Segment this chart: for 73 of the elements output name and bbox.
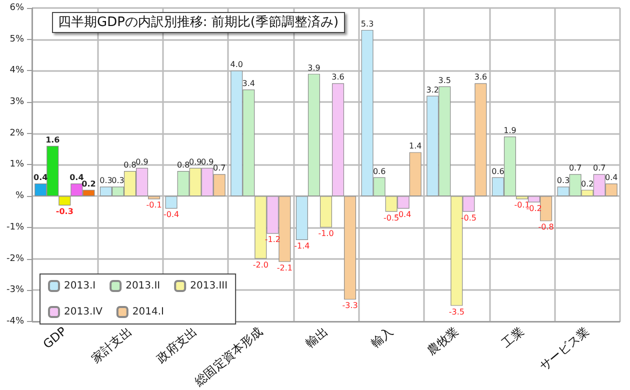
data-label: 0.6 [492, 166, 504, 176]
x-tick-label: 農牧業 [424, 324, 462, 358]
bar [332, 83, 344, 196]
bar [148, 196, 160, 200]
data-label: 3.9 [308, 63, 320, 72]
data-label: 0.7 [592, 164, 606, 173]
data-label: -0.3 [56, 206, 74, 216]
data-label: 5.3 [360, 19, 374, 28]
text: 四半期GDPの内訳別推移: 前期比(季節調整済み) [58, 14, 339, 30]
data-label: -2.0 [252, 260, 268, 270]
data-label: 0.2 [580, 179, 594, 188]
x-tick-label: 輸入 [368, 324, 396, 350]
data-label: 1.4 [409, 142, 422, 151]
y-tick-label: 2% [10, 128, 24, 138]
bar [320, 196, 332, 228]
y-tick-label: 4% [10, 66, 24, 76]
y-tick-label: 1% [10, 160, 24, 170]
x-tick-label: 工業 [499, 324, 526, 350]
data-label: -3.3 [342, 301, 358, 310]
bar [165, 196, 178, 209]
bar [344, 196, 356, 300]
data-label: -1.4 [294, 241, 310, 250]
data-label: 4.0 [230, 60, 243, 70]
y-tick-label: -3% [6, 285, 24, 296]
data-label: 0.7 [568, 164, 582, 173]
data-label: 0.9 [200, 157, 214, 166]
data-label: 1.6 [46, 135, 60, 144]
legend-label: 2013.II [126, 280, 160, 292]
data-label: -2.1 [276, 263, 293, 272]
data-label: 0.2 [82, 179, 96, 188]
data-label: -3.5 [448, 307, 464, 316]
bar [308, 74, 320, 196]
data-label: 3.6 [332, 72, 344, 82]
data-label: 3.6 [474, 72, 488, 82]
legend-label: 2013.IV [64, 306, 103, 318]
y-tick-label: 3% [10, 97, 24, 108]
y-tick-label: 6% [10, 3, 24, 13]
bar [296, 196, 308, 240]
data-label: 0.9 [188, 157, 202, 166]
data-label: -1.2 [264, 235, 280, 244]
data-label: 0.3 [100, 176, 112, 186]
x-tick-label: 政府支出 [154, 324, 200, 366]
data-label: 3.2 [426, 85, 439, 94]
y-tick-label: -1% [6, 222, 24, 232]
data-label: 0.6 [372, 166, 386, 176]
y-tick-label: % [15, 191, 24, 202]
data-label: 1.9 [504, 126, 516, 136]
x-tick-label: サービス業 [536, 324, 592, 374]
bar [474, 83, 487, 196]
data-label: -0.5 [460, 213, 476, 222]
x-tick-label: 輸出 [303, 324, 330, 350]
y-tick-label: 5% [10, 34, 24, 44]
data-label: 0.7 [213, 164, 226, 173]
bar [58, 196, 71, 206]
legend-label: 2014.I [132, 306, 164, 318]
x-tick-label: 家計支出 [88, 324, 134, 366]
y-tick-label: -4% [6, 316, 24, 326]
data-label: -0.8 [538, 222, 554, 232]
data-label: -1.0 [318, 228, 334, 238]
data-label: 0.8 [124, 160, 136, 170]
data-label: 0.3 [556, 176, 570, 186]
y-tick-label: -2% [6, 254, 24, 264]
data-label: 0.8 [176, 160, 190, 170]
data-label: 3.5 [438, 76, 452, 85]
bar [409, 152, 422, 196]
legend-label: 2013.III [190, 280, 228, 292]
data-label: 3.4 [242, 79, 256, 88]
data-label: 0.3 [112, 176, 124, 186]
data-label: 0.4 [605, 173, 618, 182]
data-label: 0.9 [136, 157, 148, 166]
data-label: -0.1 [146, 200, 162, 210]
legend-label: 2013.I [64, 280, 96, 292]
data-label: -0.4 [163, 210, 180, 220]
